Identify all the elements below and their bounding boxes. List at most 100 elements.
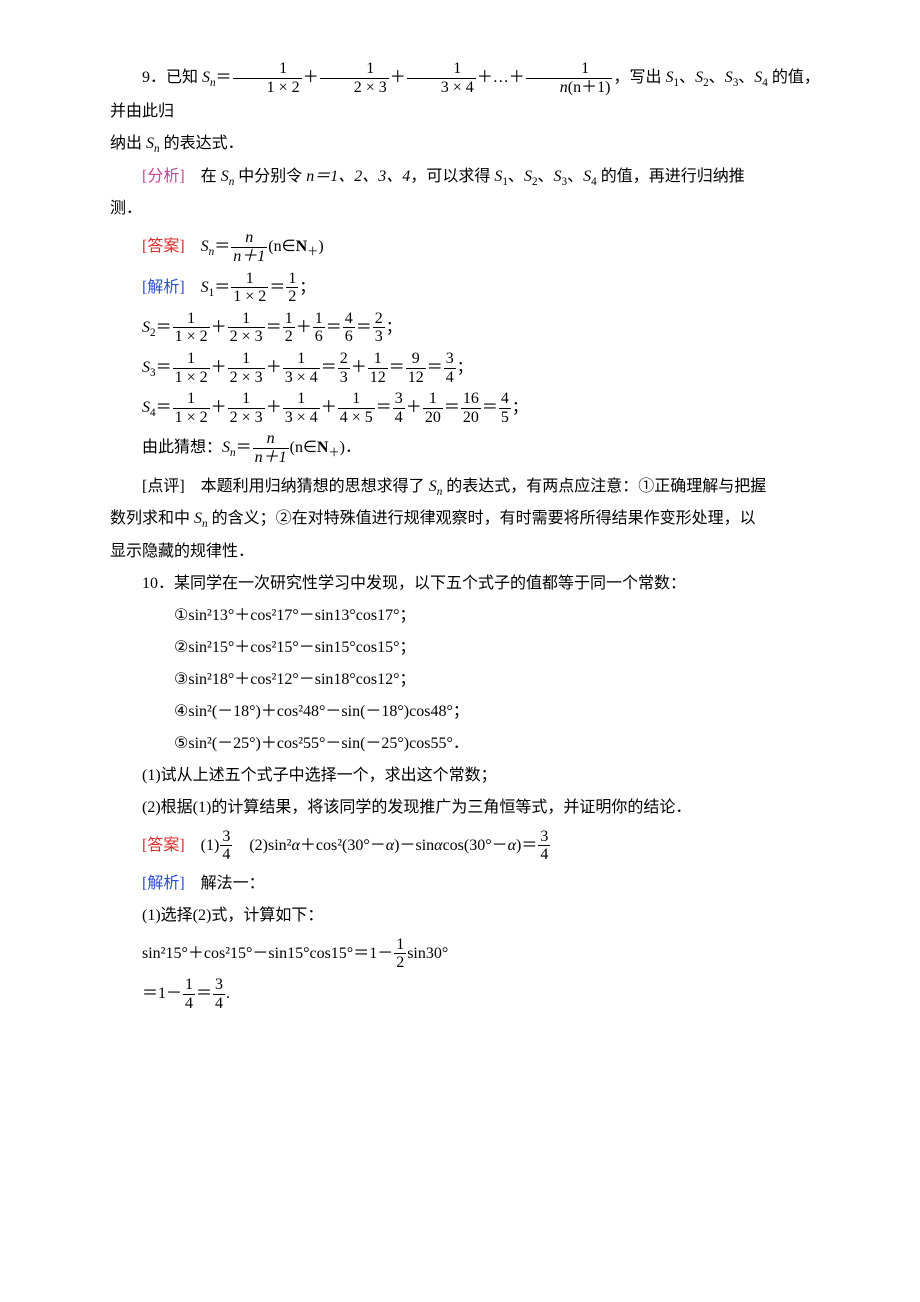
num: 1 xyxy=(283,390,320,408)
num: 1 xyxy=(228,310,265,328)
sep: 、 xyxy=(538,168,554,185)
den: 3 × 4 xyxy=(407,78,476,97)
s4-line: S4＝11 × 2＋12 × 3＋13 × 4＋14 × 5＝34＋120＝16… xyxy=(142,390,830,426)
var-S: S xyxy=(142,399,150,416)
text: 解法一： xyxy=(201,875,265,892)
guess-line: 由此猜想：Sn＝nn＋1(n∈N＋)． xyxy=(142,430,830,466)
den: n(n＋1) xyxy=(526,78,613,97)
expr: sin²15°＋cos²15°－sin15°cos15°； xyxy=(188,639,415,656)
comment-label: [点评] xyxy=(142,478,201,495)
frac: 11 × 2 xyxy=(233,60,302,96)
q10-item1: ①sin²13°＋cos²17°－sin13°cos17°； xyxy=(110,600,830,632)
var-S: S xyxy=(695,69,703,86)
num: 1 xyxy=(338,390,375,408)
frac: 23 xyxy=(373,310,385,346)
text: 数列求和中 xyxy=(110,510,194,527)
num: 4 xyxy=(499,390,511,408)
s3-line: S3＝11 × 2＋12 × 3＋13 × 4＝23＋112＝912＝34； xyxy=(142,350,830,386)
dot: . xyxy=(226,985,230,1002)
alpha: α xyxy=(508,836,516,853)
semi: ； xyxy=(512,399,528,416)
circle-4-icon: ④ xyxy=(142,696,188,728)
analysis-line2: 测． xyxy=(110,193,830,225)
den: 2 xyxy=(286,287,298,306)
plus: ＋ xyxy=(390,69,406,86)
num: 1 xyxy=(407,60,476,78)
var-S: S xyxy=(194,510,202,527)
num: 1 xyxy=(228,390,265,408)
expr: sin30° xyxy=(407,945,448,962)
circle-3-icon: ③ xyxy=(142,664,188,696)
frac: 34 xyxy=(444,350,456,386)
var-S: S xyxy=(142,359,150,376)
frac: 16 xyxy=(313,310,325,346)
num: 3 xyxy=(538,828,550,846)
eq: ＝ xyxy=(214,238,230,255)
den: 1 × 2 xyxy=(231,287,268,306)
n: n xyxy=(560,79,568,96)
expr: sin²15°＋cos²15°－sin15°cos15°＝1－ xyxy=(142,945,393,962)
num: 9 xyxy=(406,350,426,368)
text: (1)选择(2)式，计算如下： xyxy=(142,907,323,924)
frac: 34 xyxy=(538,828,550,864)
expr: ＝1－ xyxy=(142,985,182,1002)
num: 1 xyxy=(228,350,265,368)
den: 20 xyxy=(423,408,443,427)
frac: 912 xyxy=(406,350,426,386)
eq: ＝ xyxy=(326,319,342,336)
den: 2 xyxy=(394,953,406,972)
q10-explain: [解析] 解法一： xyxy=(110,868,830,900)
frac: 12 × 3 xyxy=(228,310,265,346)
eq: ＝ xyxy=(216,69,232,86)
q9-number: 9． xyxy=(142,69,166,86)
semi: ； xyxy=(457,359,473,376)
num: 16 xyxy=(461,390,481,408)
num: 1 xyxy=(526,60,613,78)
frac: 12 × 3 xyxy=(228,350,265,386)
q9-line2: 纳出 Sn 的表达式． xyxy=(110,128,830,161)
frac: 34 xyxy=(213,976,225,1012)
den: 2 xyxy=(283,327,295,346)
eq: ＝ xyxy=(196,985,212,1002)
den: 4 xyxy=(220,845,232,864)
sep: 、 xyxy=(679,69,695,86)
s1-line: [解析] S1＝11 × 2＝12； xyxy=(142,270,830,306)
sub: ＋ xyxy=(328,447,339,459)
dots: ＋…＋ xyxy=(477,69,525,86)
text: (n∈ xyxy=(268,238,295,255)
expr: sin²(－18°)＋cos²48°－sin(－18°)cos48°； xyxy=(188,703,469,720)
den: 3 xyxy=(373,327,385,346)
text: 在 xyxy=(201,168,221,185)
den: 12 xyxy=(368,368,388,387)
eq: ＝ xyxy=(156,319,172,336)
den: 4 xyxy=(183,994,195,1013)
var-S: S xyxy=(222,439,230,456)
text: 已知 xyxy=(166,69,202,86)
den: 3 × 4 xyxy=(283,368,320,387)
var-S: S xyxy=(202,69,210,86)
num: 3 xyxy=(220,828,232,846)
frac: 14 × 5 xyxy=(338,390,375,426)
var-S: S xyxy=(554,168,562,185)
comment-line2: 数列求和中 Sn 的含义；②在对特殊值进行规律观察时，有时需要将所得结果作变形处… xyxy=(110,503,830,536)
q10-answer: [答案] (1)34 (2)sin²α＋cos²(30°－α)－sinαcos(… xyxy=(142,828,830,864)
num: 1 xyxy=(173,350,210,368)
q10-step1: (1)选择(2)式，计算如下： xyxy=(110,900,830,932)
frac: 12 × 3 xyxy=(228,390,265,426)
text: 本题利用归纳猜想的思想求得了 xyxy=(201,478,429,495)
num: 1 xyxy=(368,350,388,368)
semi: ； xyxy=(299,278,315,295)
frac: 12 × 3 xyxy=(320,60,389,96)
num: 2 xyxy=(373,310,385,328)
den: 5 xyxy=(499,408,511,427)
eq: ＝ xyxy=(156,359,172,376)
den: 2 × 3 xyxy=(228,368,265,387)
analysis-line1: [分析] 在 Sn 中分别令 n＝1、2、3、4，可以求得 S1、S2、S3、S… xyxy=(110,161,830,194)
text: ＋cos²(30°－ xyxy=(300,836,386,853)
q10-item3: ③sin²18°＋cos²12°－sin18°cos12°； xyxy=(110,664,830,696)
text: ) xyxy=(318,238,323,255)
eq: ＝ xyxy=(389,359,405,376)
circle-5-icon: ⑤ xyxy=(142,728,188,760)
text: )－sin xyxy=(394,836,434,853)
paren: (n＋1) xyxy=(568,79,611,96)
